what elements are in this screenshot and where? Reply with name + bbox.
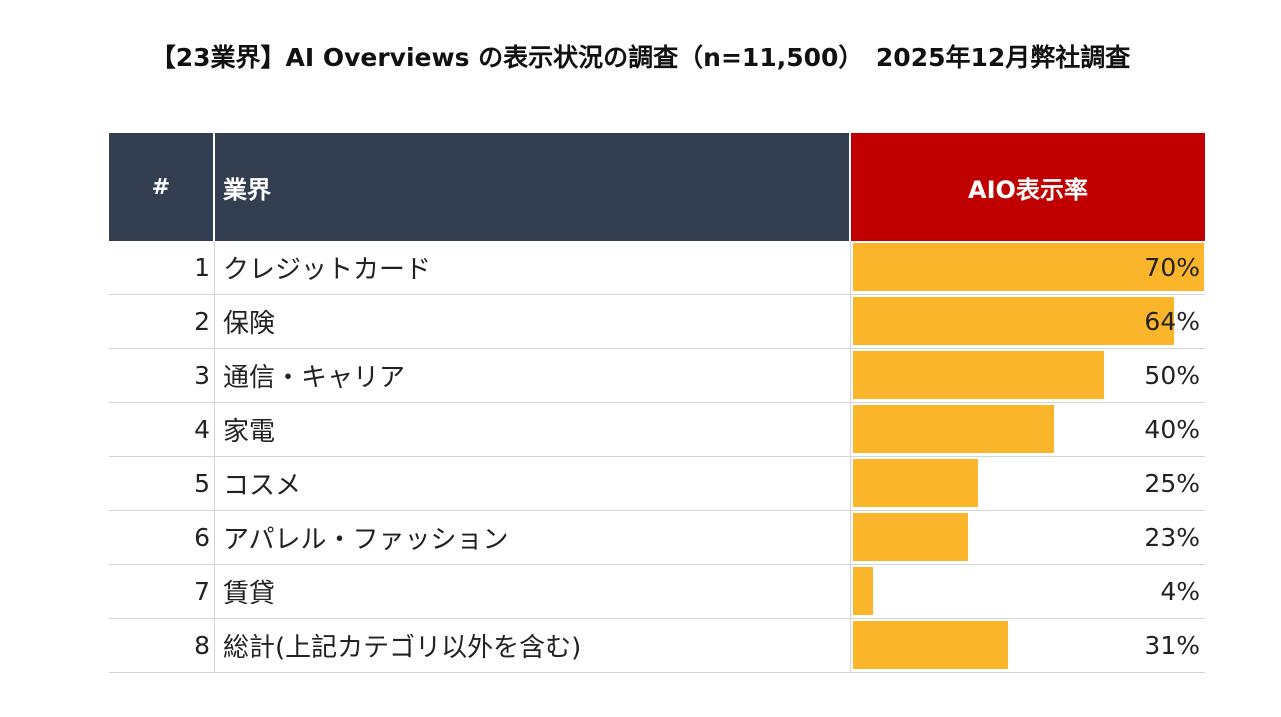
rate-cell: 31% [851, 619, 1205, 672]
industry-label: 総計(上記カテゴリ以外を含む) [215, 619, 851, 672]
aio-rate-table: # 業界 AIO表示率 1 クレジットカード 70% 2 保険 64% 3 通信・キャリア 50… [109, 133, 1205, 673]
rate-bar [853, 567, 873, 615]
industry-label: 賃貸 [215, 565, 851, 618]
rank-label: 7 [109, 565, 215, 618]
rate-cell: 64% [851, 295, 1205, 348]
rate-value-label: 50% [1144, 361, 1200, 390]
rate-value-label: 64% [1144, 307, 1200, 336]
rate-cell: 70% [851, 241, 1205, 294]
rate-cell: 25% [851, 457, 1205, 510]
rate-cell: 23% [851, 511, 1205, 564]
rate-bar [853, 243, 1204, 291]
rate-cell: 40% [851, 403, 1205, 456]
table-header-row: # 業界 AIO表示率 [109, 133, 1205, 241]
table-row: 1 クレジットカード 70% [109, 241, 1205, 295]
header-aio-rate: AIO表示率 [851, 133, 1205, 241]
rate-bar [853, 621, 1008, 669]
industry-label: アパレル・ファッション [215, 511, 851, 564]
table-body: 1 クレジットカード 70% 2 保険 64% 3 通信・キャリア 50% 4 家電 40% 5 コスメ 2… [109, 241, 1205, 673]
industry-label: 通信・キャリア [215, 349, 851, 402]
table-row: 6 アパレル・ファッション 23% [109, 511, 1205, 565]
rate-bar [853, 351, 1104, 399]
rank-label: 3 [109, 349, 215, 402]
table-row: 2 保険 64% [109, 295, 1205, 349]
table-row: 3 通信・キャリア 50% [109, 349, 1205, 403]
rank-label: 1 [109, 241, 215, 294]
rank-label: 5 [109, 457, 215, 510]
table-row: 7 賃貸 4% [109, 565, 1205, 619]
rate-bar [853, 513, 968, 561]
rate-value-label: 4% [1160, 577, 1200, 606]
rank-label: 2 [109, 295, 215, 348]
rate-value-label: 23% [1144, 523, 1200, 552]
rate-cell: 50% [851, 349, 1205, 402]
industry-label: 家電 [215, 403, 851, 456]
rank-label: 4 [109, 403, 215, 456]
industry-label: クレジットカード [215, 241, 851, 294]
rate-bar [853, 297, 1174, 345]
rank-label: 6 [109, 511, 215, 564]
industry-label: コスメ [215, 457, 851, 510]
rate-value-label: 25% [1144, 469, 1200, 498]
table-row: 4 家電 40% [109, 403, 1205, 457]
header-number: # [109, 133, 215, 241]
rate-value-label: 70% [1144, 253, 1200, 282]
table-row: 8 総計(上記カテゴリ以外を含む) 31% [109, 619, 1205, 673]
rate-cell: 4% [851, 565, 1205, 618]
table-row: 5 コスメ 25% [109, 457, 1205, 511]
rank-label: 8 [109, 619, 215, 672]
rate-value-label: 31% [1144, 631, 1200, 660]
chart-title: 【23業界】AI Overviews の表示状況の調査（n=11,500） 20… [150, 43, 1131, 72]
rate-bar [853, 405, 1054, 453]
industry-label: 保険 [215, 295, 851, 348]
rate-bar [853, 459, 978, 507]
rate-value-label: 40% [1144, 415, 1200, 444]
header-industry: 業界 [215, 133, 851, 241]
